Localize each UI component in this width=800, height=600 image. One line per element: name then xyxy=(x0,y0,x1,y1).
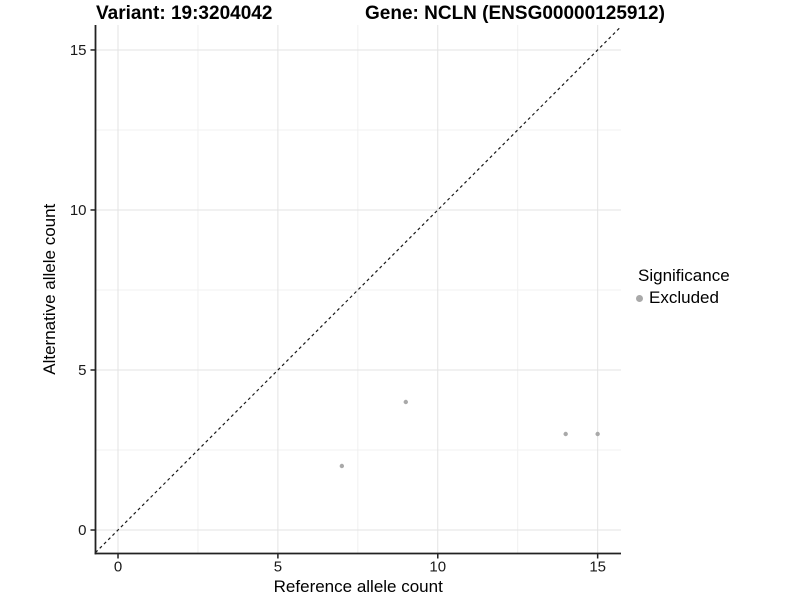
y-tick-label: 10 xyxy=(70,202,87,219)
x-tick-label: 15 xyxy=(589,559,606,576)
y-tick-label: 0 xyxy=(78,522,86,539)
identity-line xyxy=(95,26,622,553)
x-tick-label: 10 xyxy=(429,559,446,576)
data-point xyxy=(403,399,408,405)
plot-title-variant: Variant: 19:3204042 xyxy=(96,3,273,24)
legend-item-excluded: Excluded xyxy=(636,288,730,308)
legend-point-icon xyxy=(636,294,643,302)
x-tick-label: 5 xyxy=(274,559,282,576)
legend-title: Significance xyxy=(638,266,730,285)
plot-title-gene: Gene: NCLN (ENSG00000125912) xyxy=(365,3,665,24)
x-tick-label: 0 xyxy=(114,559,122,576)
legend: Significance Excluded xyxy=(636,266,730,308)
legend-item-label: Excluded xyxy=(649,288,719,307)
y-axis-title: Alternative allele count xyxy=(40,203,59,374)
y-tick-label: 15 xyxy=(70,42,87,59)
data-point xyxy=(563,431,568,437)
x-axis-title: Reference allele count xyxy=(274,577,443,596)
y-tick-label: 5 xyxy=(78,362,86,379)
data-point xyxy=(339,463,345,469)
data-point xyxy=(595,431,600,437)
